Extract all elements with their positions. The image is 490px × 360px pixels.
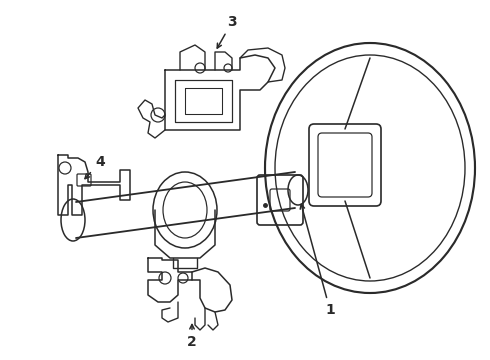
Text: 2: 2 — [187, 324, 197, 349]
Text: 3: 3 — [217, 15, 237, 48]
Text: 4: 4 — [85, 155, 105, 179]
Text: 1: 1 — [300, 204, 335, 317]
